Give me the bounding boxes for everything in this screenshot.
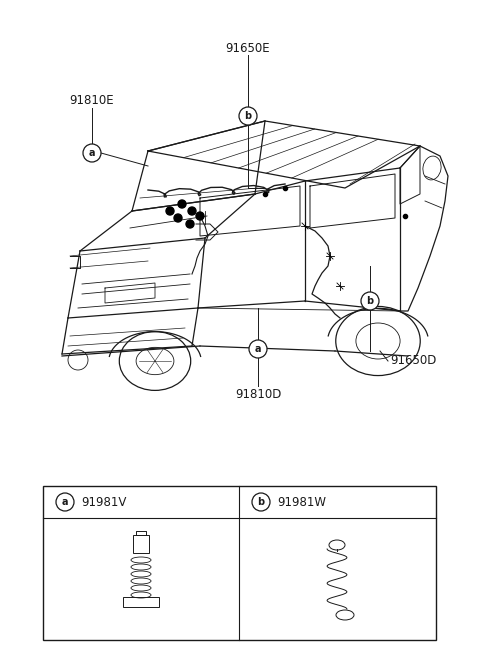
Circle shape <box>56 493 74 511</box>
Bar <box>43 486 436 640</box>
Circle shape <box>174 214 182 222</box>
Text: 91810E: 91810E <box>70 94 114 108</box>
Circle shape <box>178 200 186 208</box>
Circle shape <box>188 207 196 215</box>
Circle shape <box>252 493 270 511</box>
Text: 91810D: 91810D <box>235 388 281 401</box>
Circle shape <box>83 144 101 162</box>
Text: a: a <box>255 344 261 354</box>
Text: a: a <box>62 497 68 507</box>
Circle shape <box>186 220 194 228</box>
Text: b: b <box>366 296 373 306</box>
Circle shape <box>239 107 257 125</box>
Text: 91981W: 91981W <box>277 495 326 508</box>
Circle shape <box>361 292 379 310</box>
Text: b: b <box>257 497 264 507</box>
Text: a: a <box>89 148 95 158</box>
Text: b: b <box>244 111 252 121</box>
Circle shape <box>196 212 204 220</box>
Text: 91650E: 91650E <box>226 41 270 54</box>
Bar <box>123 597 159 607</box>
Circle shape <box>166 207 174 215</box>
Bar <box>133 535 149 553</box>
Circle shape <box>249 340 267 358</box>
Text: 91981V: 91981V <box>81 495 126 508</box>
Text: 91650D: 91650D <box>390 354 436 367</box>
